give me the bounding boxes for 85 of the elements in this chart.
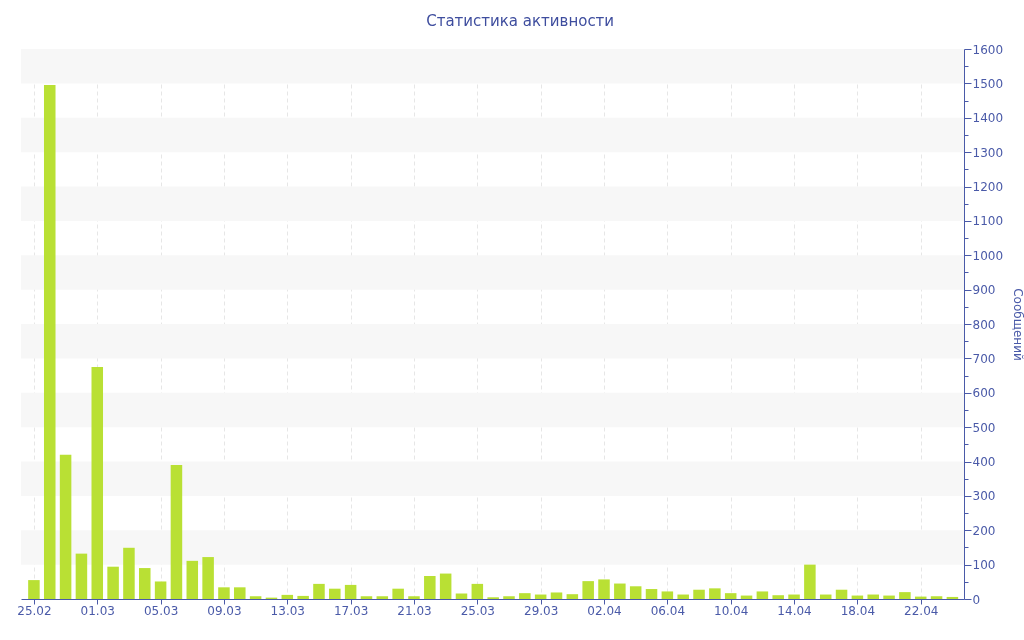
bar	[550, 592, 563, 599]
bar	[408, 596, 420, 599]
x-tick-label: 17.03	[333, 603, 369, 618]
x-tick-label: 22.04	[904, 603, 939, 618]
bar	[249, 596, 262, 599]
bar	[788, 594, 800, 599]
bar	[376, 596, 389, 599]
y-tick-label: 300	[972, 489, 996, 504]
x-tick-label: 14.04	[777, 603, 812, 618]
x-tick-label: 29.03	[523, 603, 559, 618]
y-tick-label: 1200	[972, 180, 1004, 194]
y-axis-title: Сообщений	[1011, 288, 1024, 361]
bar	[186, 560, 199, 599]
bar	[91, 366, 104, 599]
bar	[946, 596, 959, 599]
bar	[360, 596, 373, 599]
bar	[645, 589, 658, 599]
bar	[693, 589, 705, 599]
bar	[123, 547, 135, 599]
x-tick-label: 05.03	[143, 603, 179, 618]
bar	[503, 596, 515, 599]
x-tick-label: 06.04	[650, 603, 686, 618]
bar	[598, 579, 610, 599]
bar	[59, 454, 72, 599]
y-tick-label: 1100	[972, 214, 1004, 229]
bar	[281, 594, 294, 599]
bar	[344, 584, 357, 599]
bar	[661, 591, 674, 599]
x-tick-label: 10.04	[714, 603, 749, 618]
bar	[297, 595, 309, 599]
bar	[43, 85, 56, 599]
bar	[709, 588, 721, 599]
y-tick-label: 1600	[972, 42, 1004, 57]
bar	[756, 591, 769, 599]
bar	[582, 581, 594, 599]
bar	[677, 594, 689, 599]
bar	[439, 573, 452, 599]
chart-title: Статистика активности	[426, 12, 615, 30]
bar	[234, 587, 246, 599]
bar	[566, 594, 579, 599]
x-tick-label: 25.03	[460, 603, 495, 618]
bar	[899, 592, 911, 599]
bar	[629, 586, 642, 599]
bar	[867, 594, 879, 599]
y-tick-label: 1400	[972, 111, 1004, 126]
y-tick-label: 900	[972, 283, 996, 298]
bar	[170, 464, 183, 599]
bar	[724, 593, 737, 599]
y-tick-label: 200	[972, 523, 996, 538]
x-tick-label: 21.03	[397, 603, 432, 618]
x-tick-label: 13.03	[270, 603, 305, 618]
y-tick-label: 400	[972, 455, 996, 469]
bar	[75, 553, 88, 599]
bar	[930, 596, 943, 599]
y-tick-label: 1500	[972, 76, 1004, 91]
bar	[392, 588, 404, 599]
y-tick-label: 1300	[972, 145, 1004, 160]
bar	[883, 595, 895, 599]
bar	[202, 557, 214, 599]
bar	[519, 593, 531, 599]
bar	[804, 564, 816, 599]
x-tick-label: 01.03	[80, 603, 115, 618]
y-tick-label: 500	[972, 420, 996, 435]
bar	[139, 568, 151, 599]
bar	[835, 589, 848, 599]
bar	[218, 587, 230, 599]
bar	[614, 583, 626, 599]
bar	[107, 566, 119, 599]
y-tick-label: 800	[972, 317, 996, 332]
bar	[154, 581, 167, 599]
bar	[313, 583, 325, 599]
y-tick-label: 600	[972, 386, 996, 401]
x-tick-label: 02.04	[587, 603, 622, 618]
bar	[471, 583, 484, 599]
y-tick-label: 1000	[972, 248, 1004, 263]
x-tick-label: 09.03	[207, 603, 242, 618]
x-tick-label: 18.04	[840, 603, 876, 618]
bar	[772, 595, 784, 599]
y-tick-label: 700	[972, 351, 996, 366]
bar	[424, 575, 436, 599]
y-tick-label: 0	[972, 592, 981, 607]
y-tick-label: 100	[972, 558, 996, 573]
bar	[28, 580, 40, 599]
bar	[329, 588, 341, 599]
x-tick-label: 25.02	[17, 603, 52, 618]
